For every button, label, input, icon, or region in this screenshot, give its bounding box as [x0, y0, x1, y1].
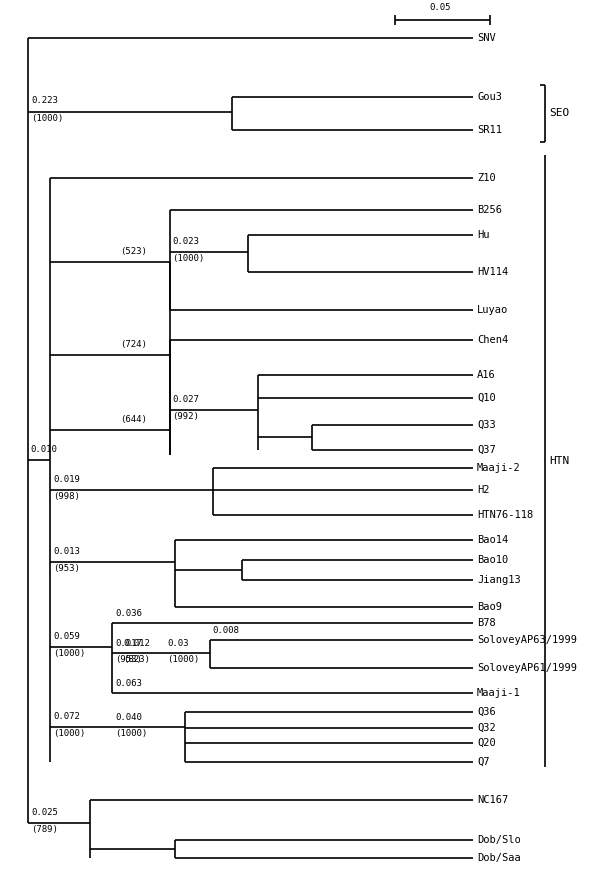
Text: 0.025: 0.025 [31, 808, 58, 817]
Text: 0.023: 0.023 [172, 237, 199, 246]
Text: 0.040: 0.040 [115, 713, 142, 722]
Text: 0.072: 0.072 [53, 712, 80, 721]
Text: (523): (523) [120, 247, 147, 256]
Text: Chen4: Chen4 [477, 335, 508, 345]
Text: Bao14: Bao14 [477, 535, 508, 545]
Text: 0.012: 0.012 [123, 639, 150, 648]
Text: (953): (953) [53, 564, 80, 573]
Text: (1000): (1000) [172, 254, 204, 263]
Text: SoloveyAP61/1999: SoloveyAP61/1999 [477, 663, 577, 673]
Text: Z10: Z10 [477, 173, 496, 183]
Text: 0.010: 0.010 [30, 445, 57, 454]
Text: (644): (644) [120, 415, 147, 424]
Text: Maaji-2: Maaji-2 [477, 463, 521, 473]
Text: Bao9: Bao9 [477, 602, 502, 612]
Text: (1000): (1000) [53, 649, 85, 658]
Text: Gou3: Gou3 [477, 92, 502, 102]
Text: Maaji-1: Maaji-1 [477, 688, 521, 698]
Text: (1000): (1000) [31, 114, 63, 123]
Text: 0.059: 0.059 [53, 632, 80, 641]
Text: (998): (998) [53, 492, 80, 501]
Text: 0.036: 0.036 [115, 609, 142, 618]
Text: Q33: Q33 [477, 420, 496, 430]
Text: B78: B78 [477, 618, 496, 628]
Text: (789): (789) [31, 825, 58, 834]
Text: Luyao: Luyao [477, 305, 508, 315]
Text: 0.017: 0.017 [115, 639, 142, 648]
Text: Hu: Hu [477, 230, 490, 240]
Text: H2: H2 [477, 485, 490, 495]
Text: (992): (992) [172, 412, 199, 421]
Text: Dob/Slo: Dob/Slo [477, 835, 521, 845]
Text: (1000): (1000) [115, 729, 147, 738]
Text: SNV: SNV [477, 33, 496, 43]
Text: Q37: Q37 [477, 445, 496, 455]
Text: Q32: Q32 [477, 723, 496, 733]
Text: NC167: NC167 [477, 795, 508, 805]
Text: HV114: HV114 [477, 267, 508, 277]
Text: Q7: Q7 [477, 757, 490, 767]
Text: (823): (823) [123, 655, 150, 664]
Text: 0.063: 0.063 [115, 679, 142, 688]
Text: Jiang13: Jiang13 [477, 575, 521, 585]
Text: SoloveyAP63/1999: SoloveyAP63/1999 [477, 635, 577, 645]
Text: 0.027: 0.027 [172, 395, 199, 404]
Text: Dob/Saa: Dob/Saa [477, 853, 521, 863]
Text: Bao10: Bao10 [477, 555, 508, 565]
Text: A16: A16 [477, 370, 496, 380]
Text: Q36: Q36 [477, 707, 496, 717]
Text: 0.019: 0.019 [53, 475, 80, 484]
Text: (724): (724) [120, 340, 147, 349]
Text: HTN: HTN [549, 456, 569, 466]
Text: 0.223: 0.223 [31, 96, 58, 105]
Text: Q10: Q10 [477, 393, 496, 403]
Text: 0.05: 0.05 [429, 3, 451, 12]
Text: HTN76-118: HTN76-118 [477, 510, 533, 520]
Text: (953): (953) [115, 655, 142, 664]
Text: (1000): (1000) [167, 655, 199, 664]
Text: SEO: SEO [549, 108, 569, 119]
Text: 0.03: 0.03 [167, 639, 188, 648]
Text: (1000): (1000) [53, 729, 85, 738]
Text: B256: B256 [477, 205, 502, 215]
Text: 0.008: 0.008 [212, 626, 239, 635]
Text: Q20: Q20 [477, 738, 496, 748]
Text: SR11: SR11 [477, 125, 502, 135]
Text: 0.013: 0.013 [53, 547, 80, 556]
